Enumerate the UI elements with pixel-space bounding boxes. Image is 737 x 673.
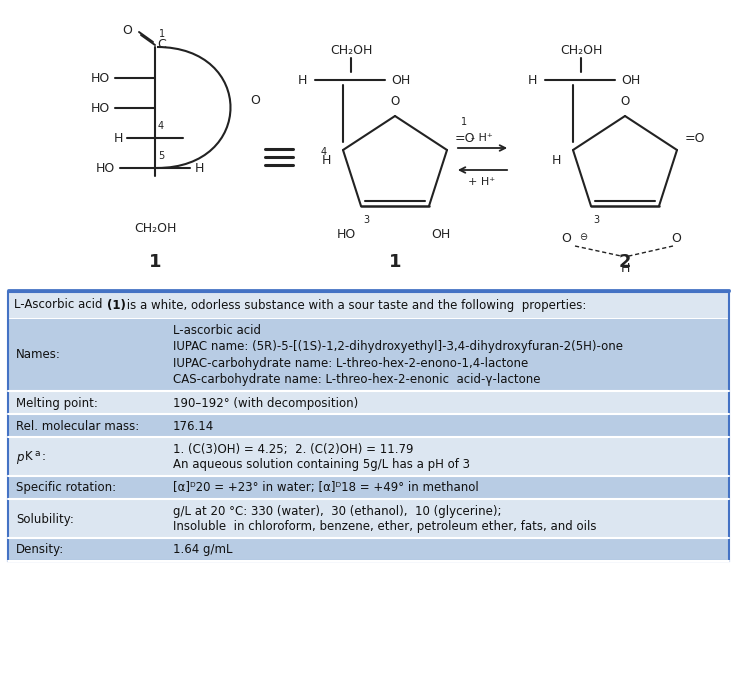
Text: - H⁺: - H⁺ [471,133,493,143]
Text: H: H [321,153,331,166]
Bar [8,438,729,476]
Text: An aqueous solution containing 5g/L has a pH of 3: An aqueous solution containing 5g/L has … [173,458,470,471]
Text: 1. (C(3)OH) = 4.25;  2. (C(2)OH) = 11.79: 1. (C(3)OH) = 4.25; 2. (C(2)OH) = 11.79 [173,443,413,456]
Text: 176.14: 176.14 [173,419,214,433]
Text: O: O [122,24,132,36]
Text: 1.64 g/mL: 1.64 g/mL [173,544,232,557]
Text: O: O [250,94,260,106]
Text: 4: 4 [321,147,327,157]
Text: IUPAC-carbohydrate name: L-threo-hex-2-enono-1,4-lactone: IUPAC-carbohydrate name: L-threo-hex-2-e… [173,357,528,369]
Bar [8,539,729,561]
Text: 4: 4 [158,121,164,131]
Text: CAS-carbohydrate name: L-threo-hex-2-enonic  acid-γ-lactone: CAS-carbohydrate name: L-threo-hex-2-eno… [173,373,540,386]
Text: + H⁺: + H⁺ [469,177,495,187]
Text: OH: OH [391,73,411,87]
Text: CH₂OH: CH₂OH [560,44,602,57]
Text: L-ascorbic acid: L-ascorbic acid [173,324,261,337]
Bar [8,319,729,391]
Text: Names:: Names: [16,349,61,361]
Bar [8,292,729,561]
Text: H: H [113,131,122,145]
Text: Insoluble  in chloroform, benzene, ether, petroleum ether, fats, and oils: Insoluble in chloroform, benzene, ether,… [173,520,596,534]
Text: CH₂OH: CH₂OH [134,221,176,234]
Text: [α]ᴰ20 = +23° in water; [α]ᴰ18 = +49° in methanol: [α]ᴰ20 = +23° in water; [α]ᴰ18 = +49° in… [173,481,479,495]
Text: Solubility:: Solubility: [16,513,74,526]
Text: Rel. molecular mass:: Rel. molecular mass: [16,419,139,433]
Bar [8,292,729,318]
Text: 1: 1 [461,117,467,127]
Text: p: p [16,450,24,464]
Text: HO: HO [91,102,110,114]
Bar [8,500,729,538]
Text: 3: 3 [363,215,369,225]
Text: C: C [157,38,166,50]
Text: O: O [391,95,399,108]
Bar [8,392,729,414]
Text: a: a [35,448,41,458]
Text: ⊖: ⊖ [579,232,587,242]
Text: (1): (1) [107,299,126,312]
Text: HO: HO [95,162,115,174]
Text: Melting point:: Melting point: [16,396,98,409]
Text: :: : [42,450,46,464]
Text: =O: =O [455,131,475,145]
Text: IUPAC name: (5R)-5-[(1S)-1,2-dihydroxyethyl]-3,4-dihydroxyfuran-2(5H)-one: IUPAC name: (5R)-5-[(1S)-1,2-dihydroxyet… [173,341,623,353]
Text: OH: OH [431,227,450,240]
Text: 1: 1 [149,253,161,271]
Bar [8,415,729,437]
Text: Density:: Density: [16,544,64,557]
Text: OH: OH [621,73,640,87]
Text: g/L at 20 °C: 330 (water),  30 (ethanol),  10 (glycerine);: g/L at 20 °C: 330 (water), 30 (ethanol),… [173,505,501,518]
Text: HO: HO [91,71,110,85]
Bar [8,477,729,499]
Text: H: H [195,162,204,174]
Text: CH₂OH: CH₂OH [330,44,372,57]
Text: H: H [528,73,537,87]
Text: 1: 1 [388,253,401,271]
Text: H: H [551,153,561,166]
Text: =O: =O [685,131,705,145]
Text: O: O [561,232,571,244]
Text: 5: 5 [158,151,164,161]
Text: 1: 1 [159,29,165,39]
Text: O: O [621,95,629,108]
Text: H: H [298,73,307,87]
Text: H: H [621,262,629,275]
Text: HO: HO [336,227,356,240]
Text: 2: 2 [619,253,632,271]
Text: K: K [25,450,32,464]
Text: L-Ascorbic acid: L-Ascorbic acid [14,299,106,312]
Text: 3: 3 [593,215,599,225]
Text: is a white, odorless substance with a sour taste and the following  properties:: is a white, odorless substance with a so… [123,299,587,312]
Text: Specific rotation:: Specific rotation: [16,481,116,495]
Text: O: O [671,232,681,244]
Text: 190–192° (with decomposition): 190–192° (with decomposition) [173,396,358,409]
